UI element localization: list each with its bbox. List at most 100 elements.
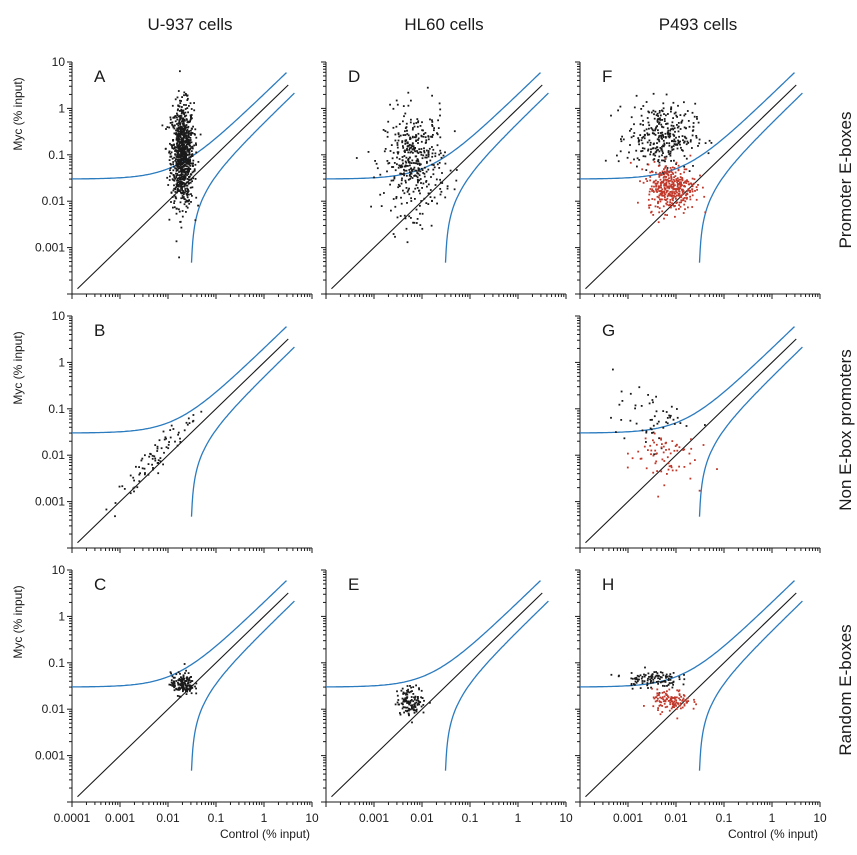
data-point	[123, 488, 126, 490]
data-point	[628, 151, 630, 154]
data-point	[174, 98, 177, 101]
data-point	[652, 132, 655, 135]
data-point	[652, 696, 655, 699]
data-point	[182, 118, 185, 121]
data-point	[666, 201, 669, 203]
x-tick-label: 0.01	[664, 811, 688, 825]
data-point	[396, 694, 399, 697]
data-point	[422, 182, 425, 185]
data-point	[162, 463, 164, 466]
panel-G: G	[575, 315, 821, 553]
data-point	[194, 133, 196, 136]
data-point	[176, 169, 179, 171]
data-point	[661, 198, 663, 201]
data-point	[405, 693, 407, 696]
panel-letter: F	[602, 67, 612, 86]
data-point	[687, 188, 690, 190]
data-point	[663, 113, 665, 115]
scatter-series	[643, 687, 697, 720]
data-point	[652, 152, 655, 155]
data-point	[652, 454, 655, 457]
data-point	[152, 468, 154, 471]
data-point	[663, 460, 666, 462]
data-point	[679, 173, 682, 175]
data-point	[412, 190, 415, 193]
data-point	[187, 682, 190, 685]
data-point	[655, 171, 657, 174]
data-point	[192, 170, 195, 173]
data-point	[680, 184, 683, 187]
data-point	[190, 193, 192, 195]
data-point	[678, 689, 681, 692]
data-point	[673, 195, 676, 198]
data-point	[672, 186, 675, 188]
data-point	[655, 149, 658, 152]
data-point	[658, 150, 661, 153]
data-point	[398, 164, 401, 167]
data-point	[187, 135, 189, 137]
data-point	[643, 137, 646, 140]
data-point	[182, 687, 185, 690]
data-point	[188, 175, 190, 178]
data-point	[407, 161, 410, 164]
data-point	[181, 146, 184, 148]
data-point	[716, 468, 718, 470]
data-point	[183, 130, 185, 132]
data-point	[431, 121, 434, 123]
data-point	[396, 216, 399, 219]
data-point	[652, 214, 655, 216]
data-point	[391, 157, 394, 160]
data-point	[394, 703, 397, 706]
data-point	[396, 144, 399, 146]
data-point	[672, 683, 674, 686]
data-point	[660, 697, 663, 700]
data-point	[666, 675, 669, 678]
data-point	[187, 111, 189, 114]
data-point	[667, 113, 669, 115]
data-point	[672, 204, 675, 207]
data-point	[621, 400, 624, 402]
data-point	[186, 99, 189, 101]
data-point	[395, 197, 398, 200]
data-point	[392, 166, 395, 168]
data-point	[692, 165, 694, 167]
data-point	[194, 178, 197, 180]
data-point	[430, 224, 433, 227]
data-point	[684, 181, 686, 184]
data-point	[410, 696, 413, 698]
data-point	[650, 453, 652, 456]
data-point	[710, 142, 713, 144]
data-point	[175, 688, 178, 691]
data-point	[439, 152, 442, 155]
data-point	[662, 205, 665, 208]
data-point	[436, 202, 438, 205]
data-point	[642, 124, 644, 126]
data-point	[661, 191, 664, 193]
data-point	[440, 156, 443, 159]
data-point	[405, 706, 408, 709]
data-point	[689, 195, 691, 198]
data-point	[663, 680, 665, 683]
data-point	[686, 110, 689, 112]
data-point	[635, 94, 638, 97]
data-point	[648, 139, 651, 142]
data-point	[656, 692, 659, 695]
data-point	[620, 138, 622, 140]
panel-letter: E	[348, 575, 359, 594]
data-point	[673, 423, 676, 425]
data-point	[194, 219, 197, 222]
data-point	[648, 193, 651, 196]
data-point	[402, 700, 405, 703]
data-point	[182, 117, 184, 120]
data-point	[684, 127, 687, 130]
data-point	[402, 134, 405, 136]
data-point	[644, 674, 647, 676]
data-point	[396, 156, 398, 159]
data-point	[185, 151, 187, 153]
data-point	[662, 180, 665, 183]
data-point	[178, 105, 181, 108]
data-point	[177, 147, 180, 149]
data-point	[413, 148, 416, 151]
data-point	[133, 486, 136, 489]
data-point	[670, 405, 673, 408]
